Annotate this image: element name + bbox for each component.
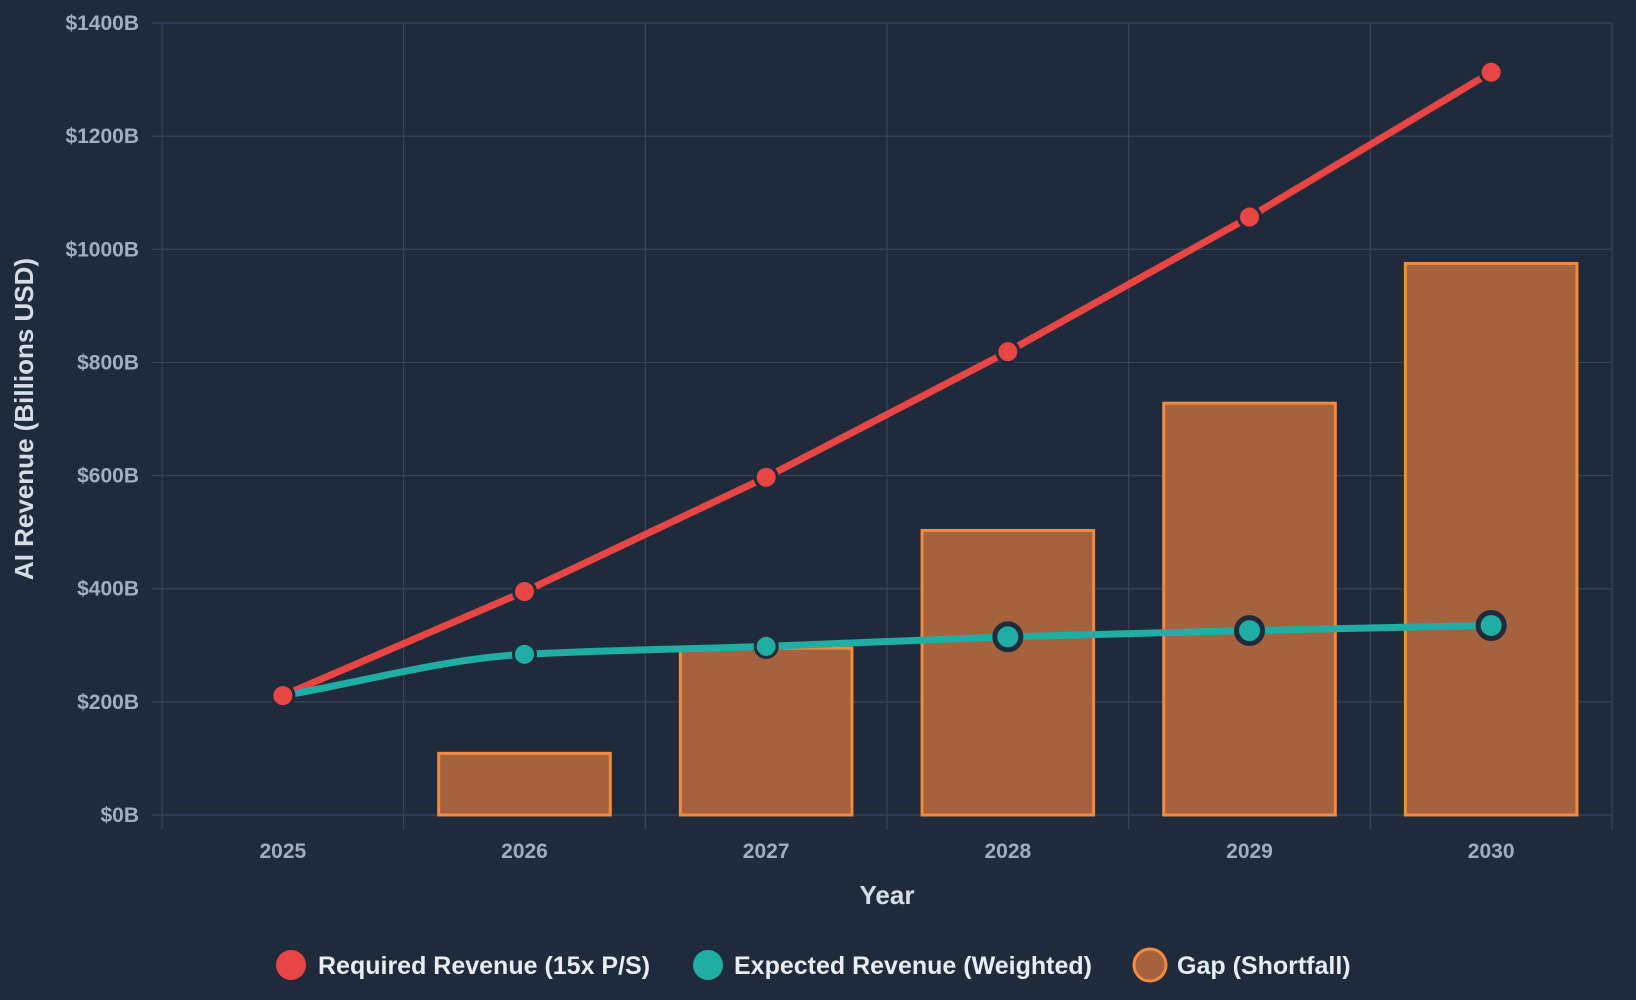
required-revenue-point[interactable] — [753, 464, 779, 490]
required-revenue-point[interactable] — [512, 579, 537, 605]
required-revenue-point[interactable] — [1237, 204, 1262, 230]
y-tick-label: $1400B — [65, 12, 139, 35]
required-revenue-point[interactable] — [270, 683, 296, 709]
gap-bar[interactable] — [920, 528, 1096, 817]
y-tick-label: $200B — [77, 691, 139, 714]
expected-revenue-line — [279, 621, 1495, 700]
gap-bar[interactable] — [437, 751, 612, 817]
expected-revenue-point[interactable] — [753, 633, 779, 659]
required-revenue-line — [279, 68, 1495, 700]
legend-expected-marker — [693, 950, 723, 980]
y-tick-label: $400B — [77, 578, 139, 601]
legend-required-marker — [276, 950, 306, 980]
expected-revenue-point[interactable] — [1475, 609, 1507, 641]
y-tick-label: $1000B — [65, 238, 139, 261]
x-tick-label: 2025 — [259, 840, 306, 863]
y-tick-label: $0B — [100, 804, 139, 827]
grid — [152, 22, 1613, 830]
legend-required-label: Required Revenue (15x P/S) — [318, 952, 650, 980]
legend-gap-marker — [1132, 947, 1168, 983]
legend-item-expected[interactable]: Expected Revenue (Weighted) — [693, 950, 1092, 980]
x-tick-label: 2030 — [1468, 840, 1515, 863]
legend-gap-label: Gap (Shortfall) — [1177, 952, 1351, 980]
x-tick-label: 2029 — [1226, 840, 1273, 863]
legend-expected-label: Expected Revenue (Weighted) — [734, 952, 1092, 980]
legend[interactable]: Required Revenue (15x P/S) Expected Reve… — [276, 947, 1351, 983]
gap-bar[interactable] — [1162, 401, 1337, 817]
legend-item-required[interactable]: Required Revenue (15x P/S) — [276, 950, 650, 980]
x-axis-title: Year — [860, 880, 915, 910]
bars — [437, 261, 1579, 817]
y-tick-label: $1200B — [65, 125, 139, 148]
lines — [279, 68, 1495, 700]
expected-revenue-point[interactable] — [992, 621, 1024, 653]
gap-bar[interactable] — [678, 646, 854, 817]
y-axis-title: AI Revenue (Billions USD) — [9, 258, 39, 580]
x-tick-label: 2027 — [743, 840, 790, 863]
required-revenue-point[interactable] — [1478, 59, 1504, 85]
legend-item-gap[interactable]: Gap (Shortfall) — [1132, 947, 1351, 983]
y-tick-label: $600B — [77, 465, 139, 488]
y-tick-label: $800B — [77, 351, 139, 374]
x-tick-label: 2026 — [501, 840, 548, 863]
points — [270, 59, 1507, 709]
expected-revenue-point[interactable] — [512, 641, 537, 667]
required-revenue-point[interactable] — [995, 339, 1021, 365]
gap-bar[interactable] — [1403, 261, 1579, 817]
expected-revenue-point[interactable] — [1234, 615, 1265, 647]
axes: $0B $200B $400B $600B $800B $1000B $1200B $1400… — [65, 12, 1514, 863]
x-tick-label: 2028 — [984, 840, 1031, 863]
